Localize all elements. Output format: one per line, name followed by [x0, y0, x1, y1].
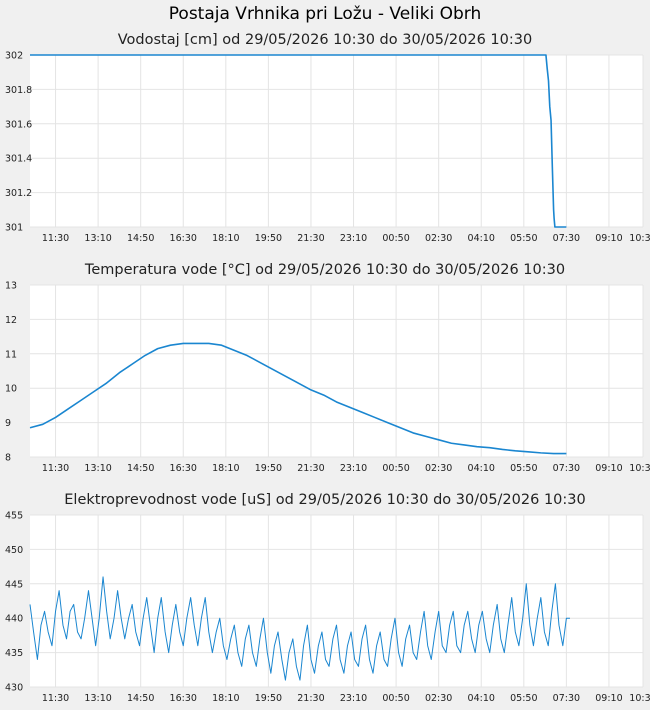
- conductivity-x-tick-label: 19:50: [255, 693, 282, 704]
- conductivity-x-tick-label: 07:30: [553, 693, 580, 704]
- temperature-x-tick-label: 11:30: [42, 463, 69, 474]
- conductivity-x-tick-label: 04:10: [468, 693, 495, 704]
- water-level-x-tick-label: 05:50: [510, 233, 537, 244]
- conductivity-y-tick-label: 450: [5, 545, 23, 556]
- conductivity-x-tick-label: 13:10: [84, 693, 111, 704]
- page-title: Postaja Vrhnika pri Ložu - Veliki Obrh: [168, 4, 482, 24]
- water-level-x-tick-label: 16:30: [170, 233, 197, 244]
- conductivity-y-tick-label: 455: [5, 511, 23, 522]
- water-level-chart: Vodostaj [cm] od 29/05/2026 10:30 do 30/…: [5, 32, 650, 244]
- temperature-x-tick-label: 09:10: [595, 463, 622, 474]
- conductivity-x-tick-label: 18:10: [212, 693, 239, 704]
- temperature-x-tick-label: 18:10: [212, 463, 239, 474]
- temperature-plot-area: [30, 285, 643, 457]
- water-level-x-tick-label: 07:30: [553, 233, 580, 244]
- water-level-y-tick-label: 301: [5, 223, 23, 234]
- conductivity-x-tick-label: 16:30: [170, 693, 197, 704]
- conductivity-x-tick-label: 23:10: [340, 693, 367, 704]
- conductivity-x-tick-label: 09:10: [595, 693, 622, 704]
- temperature-x-tick-label: 04:10: [468, 463, 495, 474]
- water-level-y-tick-label: 301.2: [5, 188, 32, 199]
- temperature-x-tick-label: 00:50: [382, 463, 409, 474]
- water-level-x-tick-label: 11:30: [42, 233, 69, 244]
- water-level-x-tick-label: 02:30: [425, 233, 452, 244]
- conductivity-x-tick-label: 10:30: [629, 693, 650, 704]
- temperature-x-tick-label: 19:50: [255, 463, 282, 474]
- conductivity-x-tick-label: 14:50: [127, 693, 154, 704]
- water-level-y-tick-label: 302: [5, 51, 23, 62]
- conductivity-x-tick-label: 11:30: [42, 693, 69, 704]
- water-level-x-tick-label: 19:50: [255, 233, 282, 244]
- water-level-x-tick-label: 13:10: [84, 233, 111, 244]
- conductivity-y-tick-label: 430: [5, 683, 23, 694]
- water-level-series-line: [30, 54, 567, 228]
- temperature-y-tick-label: 9: [5, 418, 11, 429]
- water-level-x-tick-label: 04:10: [468, 233, 495, 244]
- temperature-x-tick-label: 14:50: [127, 463, 154, 474]
- temperature-x-tick-label: 07:30: [553, 463, 580, 474]
- conductivity-x-tick-label: 05:50: [510, 693, 537, 704]
- temperature-x-tick-label: 21:30: [297, 463, 324, 474]
- water-level-x-tick-label: 09:10: [595, 233, 622, 244]
- water-level-plot-area: [30, 55, 643, 227]
- temperature-y-tick-label: 12: [5, 315, 17, 326]
- temperature-series-line: [29, 342, 567, 455]
- temperature-x-tick-label: 16:30: [170, 463, 197, 474]
- temperature-y-tick-label: 8: [5, 453, 11, 464]
- conductivity-x-tick-label: 02:30: [425, 693, 452, 704]
- water-level-x-tick-label: 00:50: [382, 233, 409, 244]
- temperature-x-tick-label: 05:50: [510, 463, 537, 474]
- water-level-chart-title: Vodostaj [cm] od 29/05/2026 10:30 do 30/…: [118, 32, 532, 48]
- conductivity-chart: Elektroprevodnost vode [uS] od 29/05/202…: [5, 492, 650, 704]
- conductivity-chart-title: Elektroprevodnost vode [uS] od 29/05/202…: [64, 492, 585, 508]
- temperature-x-tick-label: 02:30: [425, 463, 452, 474]
- temperature-x-tick-label: 23:10: [340, 463, 367, 474]
- conductivity-y-tick-label: 435: [5, 648, 23, 659]
- water-level-x-tick-label: 21:30: [297, 233, 324, 244]
- water-level-x-tick-label: 23:10: [340, 233, 367, 244]
- water-temperature-chart: Temperatura vode [°C] od 29/05/2026 10:3…: [5, 262, 650, 474]
- conductivity-y-tick-label: 445: [5, 579, 23, 590]
- water-level-y-tick-label: 301.4: [5, 154, 32, 165]
- temperature-y-tick-label: 10: [5, 384, 17, 395]
- temperature-y-tick-label: 11: [5, 349, 17, 360]
- temperature-y-tick-label: 13: [5, 281, 17, 292]
- temperature-chart-title: Temperatura vode [°C] od 29/05/2026 10:3…: [84, 262, 565, 278]
- water-level-x-tick-label: 18:10: [212, 233, 239, 244]
- conductivity-series-line: [29, 576, 570, 681]
- conductivity-plot-area: [30, 515, 643, 687]
- temperature-x-tick-label: 13:10: [84, 463, 111, 474]
- water-level-x-tick-label: 14:50: [127, 233, 154, 244]
- conductivity-x-tick-label: 21:30: [297, 693, 324, 704]
- water-level-x-tick-label: 10:30: [629, 233, 650, 244]
- temperature-x-tick-label: 10:30: [629, 463, 650, 474]
- water-level-y-tick-label: 301.6: [5, 119, 32, 130]
- conductivity-x-tick-label: 00:50: [382, 693, 409, 704]
- water-level-y-tick-label: 301.8: [5, 85, 32, 96]
- conductivity-y-tick-label: 440: [5, 614, 23, 625]
